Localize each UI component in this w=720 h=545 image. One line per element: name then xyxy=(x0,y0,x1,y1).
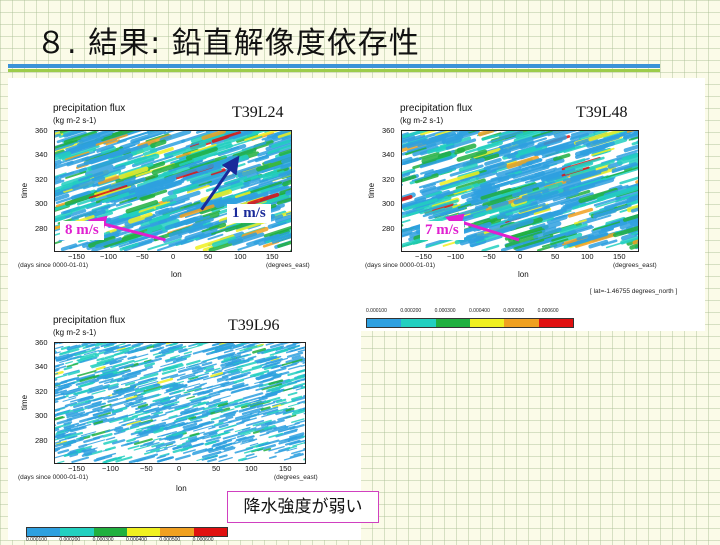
colorbar-tick: 0.000500 xyxy=(503,308,524,314)
x-tick: −50 xyxy=(140,464,153,473)
x-tick: −150 xyxy=(68,464,85,473)
colorbar xyxy=(26,527,228,537)
panel-title: precipitation flux xyxy=(53,315,125,326)
y-tick: 320 xyxy=(35,175,48,184)
panel-title: precipitation flux xyxy=(400,103,472,114)
panel-t39l24: precipitation flux (kg m-2 s-1) T39L24 t… xyxy=(8,78,348,273)
colorbar-swatch xyxy=(160,528,193,536)
y-tick: 300 xyxy=(35,199,48,208)
colorbar-swatch xyxy=(127,528,160,536)
colorbar-ticks: 0.000100 0.000200 0.000300 0.000400 0.000500… xyxy=(366,308,572,316)
x-tick: 50 xyxy=(204,252,212,261)
colorbar-swatch xyxy=(94,528,127,536)
panel-units: (kg m-2 s-1) xyxy=(53,328,96,337)
figure-top-panels: precipitation flux (kg m-2 s-1) T39L24 t… xyxy=(8,78,705,331)
colorbar xyxy=(366,318,574,328)
colorbar-tick: 0.000600 xyxy=(193,537,214,543)
colorbar-swatch xyxy=(27,528,60,536)
colorbar-tick: 0.000200 xyxy=(400,308,421,314)
colorbar-swatch xyxy=(436,319,470,327)
y-axis-label: time xyxy=(20,395,29,410)
y-tick: 360 xyxy=(35,126,48,135)
x-tick: −100 xyxy=(447,252,464,261)
y-tick: 320 xyxy=(382,175,395,184)
x-tick: −50 xyxy=(483,252,496,261)
x-tick: 0 xyxy=(518,252,522,261)
y-tick: 340 xyxy=(35,362,48,371)
colorbar-swatch xyxy=(470,319,504,327)
colorbar-swatch xyxy=(60,528,93,536)
x-tick: 0 xyxy=(177,464,181,473)
speed-annotation-1ms: 1 m/s xyxy=(227,204,271,223)
y-tick: 360 xyxy=(382,126,395,135)
y-tick: 280 xyxy=(382,224,395,233)
colorbar-tick: 0.000300 xyxy=(93,537,114,543)
y-tick: 340 xyxy=(382,150,395,159)
x-tick: 100 xyxy=(581,252,594,261)
colorbar-tick: 0.000400 xyxy=(126,537,147,543)
colorbar-swatch xyxy=(504,319,538,327)
latitude-footnote: [ lat=-1.46755 degrees_north ] xyxy=(590,288,677,295)
y-axis-label: time xyxy=(367,183,376,198)
y-tick: 320 xyxy=(35,387,48,396)
x-tick: −50 xyxy=(136,252,149,261)
resolution-label: T39L96 xyxy=(228,317,280,335)
colorbar-tick: 0.000500 xyxy=(159,537,180,543)
x-axis-label: lon xyxy=(176,484,187,493)
colorbar-ticks: 0.000100 0.000200 0.000300 0.000400 0.000500… xyxy=(26,537,226,545)
panel-units: (kg m-2 s-1) xyxy=(400,116,443,125)
precip-field xyxy=(55,343,305,463)
colorbar-tick: 0.000200 xyxy=(59,537,80,543)
panel-units: (kg m-2 s-1) xyxy=(53,116,96,125)
y-unit-note: (days since 0000-01-01) xyxy=(18,474,88,481)
colorbar-tick: 0.000300 xyxy=(435,308,456,314)
x-tick: −150 xyxy=(68,252,85,261)
plot-area xyxy=(54,342,306,464)
x-tick: −150 xyxy=(415,252,432,261)
resolution-label: T39L24 xyxy=(232,104,284,122)
colorbar-tick: 0.000100 xyxy=(366,308,387,314)
x-tick: 150 xyxy=(613,252,626,261)
y-tick: 360 xyxy=(35,338,48,347)
panel-title: precipitation flux xyxy=(53,103,125,114)
slide-title: ８. 結果: 鉛直解像度依存性 xyxy=(36,18,420,62)
colorbar-tick: 0.000400 xyxy=(469,308,490,314)
y-tick: 340 xyxy=(35,150,48,159)
x-tick: 50 xyxy=(212,464,220,473)
title-underline-green xyxy=(8,69,660,72)
note-weak-precipitation: 降水強度が弱い xyxy=(227,491,379,523)
y-axis-label: time xyxy=(20,183,29,198)
x-tick: 100 xyxy=(245,464,258,473)
speed-annotation-7ms: 7 m/s xyxy=(420,221,464,240)
x-unit-note: (degrees_east) xyxy=(274,474,318,481)
title-underline-blue xyxy=(8,64,660,68)
speed-annotation-8ms: 8 m/s xyxy=(60,221,104,240)
colorbar-tick: 0.000600 xyxy=(538,308,559,314)
x-axis-label: lon xyxy=(518,270,529,279)
x-tick: 50 xyxy=(551,252,559,261)
y-tick: 300 xyxy=(35,411,48,420)
colorbar-swatch xyxy=(401,319,435,327)
x-axis-label: lon xyxy=(171,270,182,279)
x-tick: −100 xyxy=(102,464,119,473)
x-tick: 150 xyxy=(266,252,279,261)
colorbar-swatch xyxy=(367,319,401,327)
y-tick: 280 xyxy=(35,436,48,445)
x-tick: 100 xyxy=(234,252,247,261)
colorbar-swatch xyxy=(194,528,227,536)
y-tick: 300 xyxy=(382,199,395,208)
x-unit-note: (degrees_east) xyxy=(613,262,657,269)
y-unit-note: (days since 0000-01-01) xyxy=(365,262,435,269)
colorbar-tick: 0.000100 xyxy=(26,537,47,543)
x-tick: 150 xyxy=(279,464,292,473)
x-unit-note: (degrees_east) xyxy=(266,262,310,269)
panel-t39l48: precipitation flux (kg m-2 s-1) T39L48 t… xyxy=(360,78,705,331)
x-tick: 0 xyxy=(171,252,175,261)
resolution-label: T39L48 xyxy=(576,104,628,122)
x-tick: −100 xyxy=(100,252,117,261)
colorbar-swatch xyxy=(539,319,573,327)
y-unit-note: (days since 0000-01-01) xyxy=(18,262,88,269)
y-tick: 280 xyxy=(35,224,48,233)
